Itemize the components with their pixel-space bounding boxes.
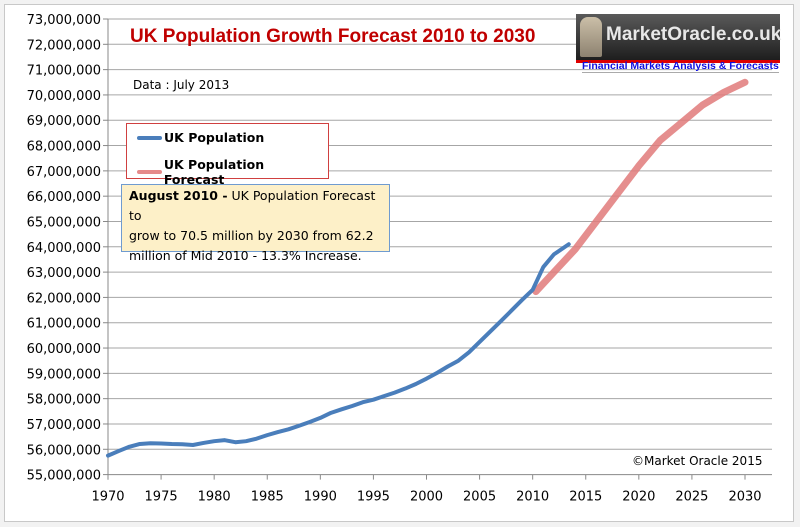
y-tick-label: 73,000,000 [27, 13, 101, 28]
legend: UK Population UK Population Forecast [126, 123, 329, 187]
statue-icon [580, 17, 602, 57]
y-tick-label: 59,000,000 [27, 367, 101, 382]
logo-text: MarketOracle.co.uk [606, 24, 782, 45]
y-tick-label: 71,000,000 [27, 64, 101, 79]
x-tick-label: 1985 [251, 490, 284, 505]
legend-swatch-red [137, 170, 162, 174]
x-tick-label: 1980 [198, 490, 231, 505]
y-tick-label: 60,000,000 [27, 342, 101, 357]
y-tick-label: 55,000,000 [27, 469, 101, 484]
x-tick-label: 1990 [304, 490, 337, 505]
y-tick-label: 63,000,000 [27, 266, 101, 281]
y-tick-label: 66,000,000 [27, 190, 101, 205]
y-tick-label: 68,000,000 [27, 140, 101, 155]
y-tick-label: 65,000,000 [27, 215, 101, 230]
x-tick-label: 2025 [675, 490, 708, 505]
y-tick-label: 62,000,000 [27, 291, 101, 306]
market-oracle-logo: MarketOracle.co.uk [576, 14, 782, 63]
x-tick-label: 1975 [145, 490, 178, 505]
y-tick-label: 67,000,000 [27, 165, 101, 180]
annotation-line: UK Population Forecast to [129, 188, 376, 223]
x-tick-label: 2000 [410, 490, 443, 505]
legend-swatch-blue [137, 135, 162, 140]
annotation-line: million of Mid 2010 - 13.3% Increase. [129, 248, 362, 263]
legend-item-population: UK Population [137, 130, 264, 145]
legend-item-forecast: UK Population Forecast [137, 157, 328, 187]
annotation-box: August 2010 - UK Population Forecast to … [121, 184, 390, 263]
legend-label: UK Population [164, 130, 265, 145]
annotation-bold: August 2010 - [129, 188, 228, 203]
y-tick-label: 69,000,000 [27, 114, 101, 129]
y-tick-label: 56,000,000 [27, 443, 101, 458]
y-tick-label: 70,000,000 [27, 89, 101, 104]
annotation-line: grow to 70.5 million by 2030 from 62.2 [129, 228, 374, 243]
y-tick-label: 61,000,000 [27, 317, 101, 332]
x-tick-label: 1995 [357, 490, 390, 505]
forecast-line [532, 78, 749, 296]
y-tick-label: 64,000,000 [27, 241, 101, 256]
x-tick-label: 2010 [516, 490, 549, 505]
chart-panel [4, 4, 794, 522]
x-tick-label: 2005 [463, 490, 496, 505]
data-date-note: Data : July 2013 [133, 78, 230, 92]
x-tick-label: 1970 [91, 490, 124, 505]
x-tick-label: 2030 [728, 490, 761, 505]
population-line [106, 242, 571, 458]
chart-title: UK Population Growth Forecast 2010 to 20… [130, 26, 536, 47]
y-tick-label: 57,000,000 [27, 418, 101, 433]
x-tick-label: 2020 [622, 490, 655, 505]
x-tick-label: 2015 [569, 490, 602, 505]
logo-tagline: Financial Markets Analysis & Forecasts [582, 60, 779, 73]
copyright-note: ©Market Oracle 2015 [632, 454, 763, 468]
y-tick-label: 58,000,000 [27, 393, 101, 408]
legend-label: UK Population Forecast [163, 157, 265, 187]
y-tick-label: 72,000,000 [27, 38, 101, 53]
